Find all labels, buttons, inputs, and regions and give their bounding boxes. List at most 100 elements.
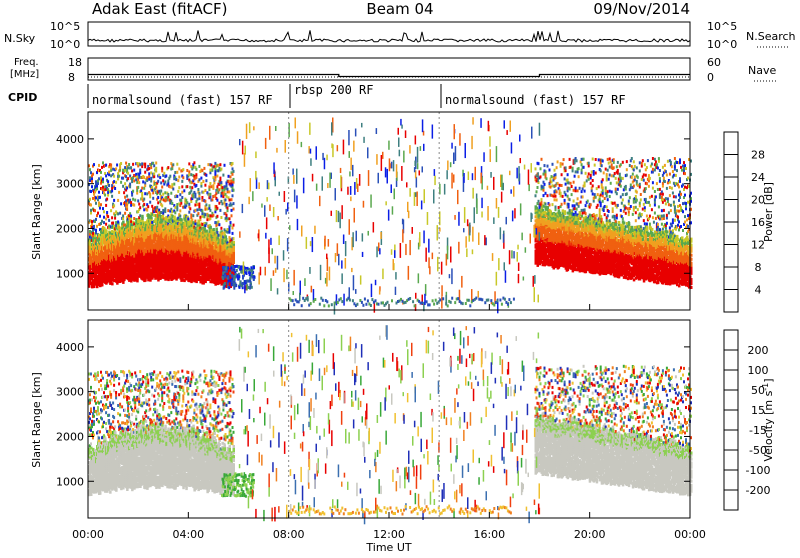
heatmap-cell xyxy=(137,186,139,189)
heatmap-cell xyxy=(146,209,148,212)
heatmap-cell xyxy=(169,185,171,188)
heatmap-cell xyxy=(150,177,152,180)
heatmap-cell xyxy=(98,202,100,205)
power-heatmap xyxy=(88,112,693,315)
heatmap-cell xyxy=(160,211,162,214)
heatmap-cell xyxy=(167,166,169,169)
heatmap-cell xyxy=(143,198,145,201)
heatmap-cell xyxy=(143,176,145,179)
nave-tick-bottom: 0 xyxy=(707,71,714,84)
heatmap-cell xyxy=(119,166,121,169)
heatmap-cell xyxy=(115,167,117,170)
heatmap-cell xyxy=(195,176,197,179)
heatmap-cell xyxy=(105,217,107,220)
heatmap-cell xyxy=(146,176,148,179)
heatmap-cell xyxy=(195,168,197,171)
heatmap-cell xyxy=(150,180,152,183)
heatmap-cell xyxy=(171,167,173,170)
heatmap-cell xyxy=(179,193,181,196)
heatmap-cell xyxy=(130,204,132,207)
heatmap-cell xyxy=(113,175,115,178)
heatmap-cell xyxy=(146,192,148,195)
heatmap-cell xyxy=(171,183,173,186)
heatmap-cell xyxy=(191,219,193,222)
heatmap-cell xyxy=(107,194,109,197)
heatmap-cell xyxy=(91,220,93,223)
heatmap-cell xyxy=(90,171,92,174)
heatmap-cell xyxy=(171,202,173,205)
heatmap-cell xyxy=(111,187,113,190)
heatmap-cell xyxy=(186,201,188,204)
heatmap-cell xyxy=(102,188,104,191)
heatmap-cell xyxy=(150,166,152,169)
heatmap-cell xyxy=(91,180,93,183)
heatmap-cell xyxy=(190,200,192,203)
heatmap-cell xyxy=(190,173,192,176)
heatmap-cell xyxy=(92,197,94,200)
heatmap-cell xyxy=(151,205,153,208)
heatmap-cell xyxy=(131,180,133,183)
heatmap-cell xyxy=(174,171,176,174)
heatmap-cell xyxy=(117,177,119,180)
heatmap-cell xyxy=(124,182,126,185)
heatmap-cell xyxy=(192,166,194,169)
heatmap-cell xyxy=(132,163,134,166)
freq-tick-bottom: 8 xyxy=(68,71,75,84)
heatmap-cell xyxy=(98,164,100,167)
heatmap-cell xyxy=(98,177,100,180)
heatmap-cell xyxy=(117,221,119,224)
heatmap-cell xyxy=(91,223,93,226)
heatmap-cell xyxy=(139,163,141,166)
heatmap-cell xyxy=(167,193,169,196)
heatmap-cell xyxy=(96,187,98,190)
heatmap-cell xyxy=(97,182,99,185)
heatmap-cell xyxy=(174,206,176,209)
heatmap-cell xyxy=(171,210,173,213)
heatmap-cell xyxy=(153,172,155,175)
heatmap-cell xyxy=(196,208,198,211)
heatmap-cell xyxy=(111,189,113,192)
heatmap-cell xyxy=(111,184,113,187)
heatmap-cell xyxy=(125,162,127,165)
heatmap-cell xyxy=(143,203,145,206)
heatmap-cell xyxy=(136,192,138,195)
heatmap-cell xyxy=(110,164,112,167)
heatmap-cell xyxy=(153,164,155,167)
heatmap-cell xyxy=(108,184,110,187)
heatmap-cell xyxy=(176,208,178,211)
heatmap-cell xyxy=(165,174,167,177)
heatmap-cell xyxy=(122,185,124,188)
heatmap-cell xyxy=(114,214,116,217)
heatmap-cell xyxy=(118,191,120,194)
heatmap-cell xyxy=(102,180,104,183)
heatmap-cell xyxy=(113,204,115,207)
heatmap-cell xyxy=(89,179,91,182)
heatmap-cell xyxy=(157,180,159,183)
heatmap-cell xyxy=(197,212,199,215)
heatmap-cell xyxy=(161,169,163,172)
heatmap-cell xyxy=(148,175,150,178)
heatmap-cell xyxy=(130,166,132,169)
heatmap-cell xyxy=(164,210,166,213)
heatmap-cell xyxy=(159,200,161,203)
heatmap-cell xyxy=(100,203,102,206)
heatmap-cell xyxy=(91,185,93,188)
noise-right-tick-top: 10^5 xyxy=(707,20,737,33)
heatmap-cell xyxy=(133,179,135,182)
heatmap-cell xyxy=(191,186,193,189)
heatmap-cell xyxy=(111,216,113,219)
heatmap-cell xyxy=(114,217,116,220)
heatmap-cell xyxy=(134,199,136,202)
beam-title: Beam 04 xyxy=(366,0,433,18)
heatmap-cell xyxy=(96,225,98,228)
heatmap-cell xyxy=(98,234,100,237)
heatmap-cell xyxy=(136,189,138,192)
heatmap-cell xyxy=(188,162,190,165)
heatmap-cell xyxy=(140,189,142,192)
heatmap-cell xyxy=(183,189,185,192)
heatmap-cell xyxy=(90,204,92,207)
heatmap-cell xyxy=(95,218,97,221)
heatmap-cell xyxy=(151,213,153,216)
heatmap-cell xyxy=(122,217,124,220)
heatmap-cell xyxy=(144,165,146,168)
